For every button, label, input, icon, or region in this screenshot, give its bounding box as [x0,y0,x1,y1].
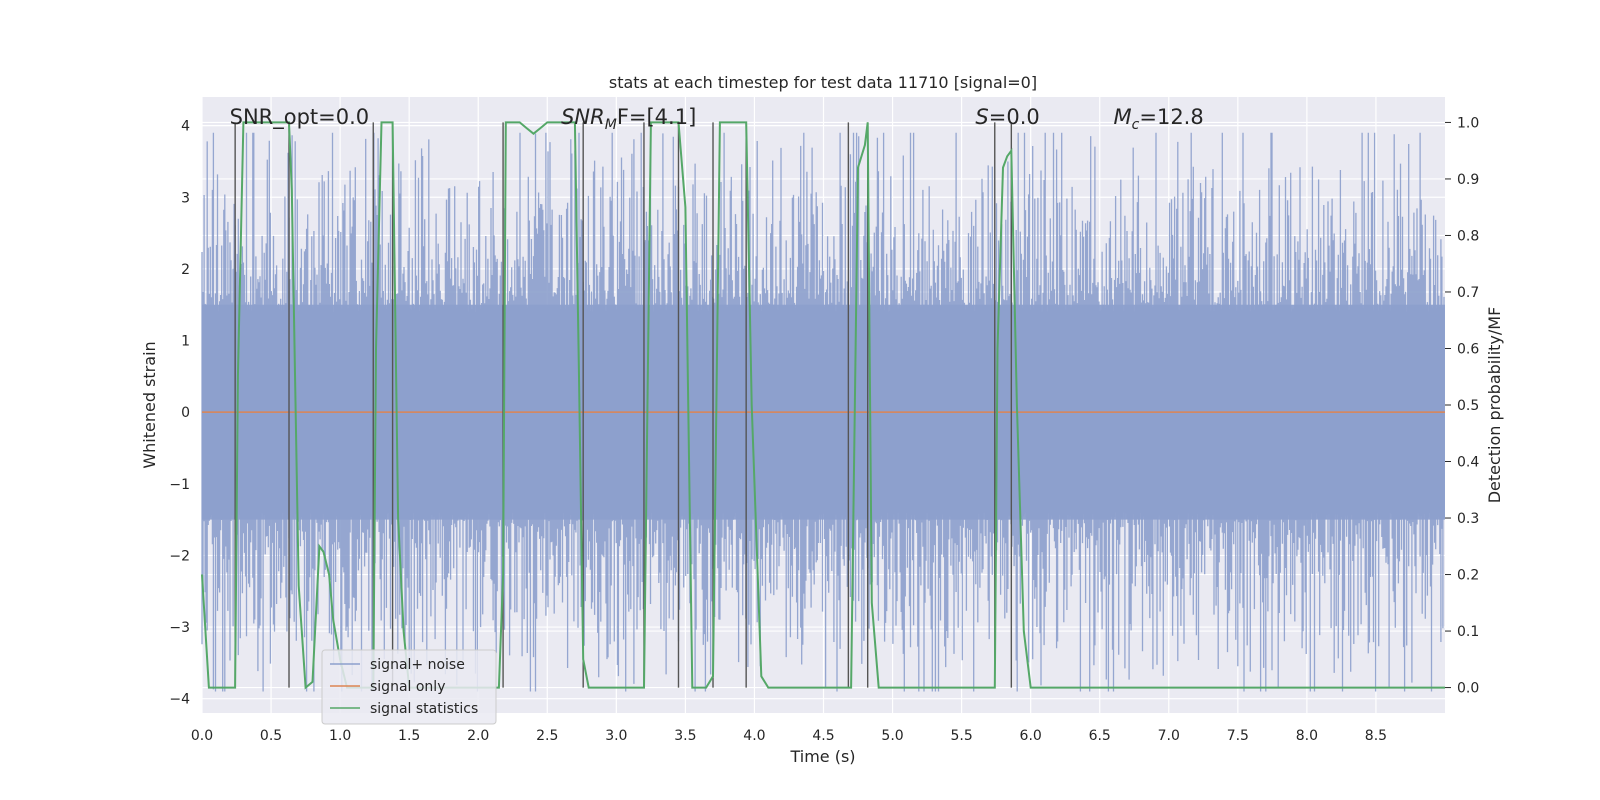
x-tick-label: 5.0 [881,728,903,744]
signal-statistics-series [201,121,1445,690]
x-tick-label: 0.0 [191,728,213,744]
right-y-tick-label: 0.5 [1457,398,1479,414]
right-y-tick-label: 0.1 [1457,624,1479,640]
x-tick-label: 1.5 [398,728,420,744]
left-y-tick-label: −2 [169,548,190,564]
x-axis-ticks: 0.0 0.5 1.0 1.5 2.0 2.5 3.0 3.5 4.0 4.5 5.0 5.5 6.0 6… [191,728,1387,744]
x-tick-label: 8.5 [1365,728,1387,744]
right-y-tick-label: 0.0 [1457,681,1479,697]
right-y-tick-label: 0.2 [1457,568,1479,584]
x-tick-label: 1.0 [329,728,351,744]
x-tick-label: 2.5 [536,728,558,744]
right-y-tick-label: 0.8 [1457,228,1479,244]
vertical-markers [234,122,1013,688]
left-y-tick-label: 3 [181,190,190,206]
right-y-axis-ticks: 0.0 0.1 0.2 0.3 0.4 0.5 0.6 0.7 0.8 0.9 1.0 [1445,115,1479,697]
right-y-tick-label: 1.0 [1457,115,1479,131]
legend: signal+ noise signal only signal statist… [321,649,497,725]
x-tick-label: 7.5 [1227,728,1249,744]
x-tick-label: 5.5 [950,728,972,744]
x-tick-label: 6.5 [1089,728,1111,744]
x-tick-label: 3.0 [605,728,627,744]
annotation-mc: Mc=12.8 [1114,105,1204,133]
x-tick-label: 4.5 [812,728,834,744]
left-y-tick-label: 0 [181,405,190,421]
annotation-snr-opt: SNR_opt=0.0 [230,105,370,130]
x-tick-label: 8.0 [1296,728,1318,744]
left-y-tick-label: 2 [181,262,190,278]
left-y-tick-label: 4 [181,119,190,135]
x-tick-label: 3.5 [674,728,696,744]
right-y-tick-label: 0.4 [1457,455,1479,471]
legend-box [321,649,497,725]
x-tick-label: 6.0 [1020,728,1042,744]
right-y-tick-label: 0.6 [1457,341,1479,357]
chart-title: stats at each timestep for test data 117… [609,73,1037,92]
legend-label-noise: signal+ noise [370,657,465,673]
left-y-axis-label: Whitened strain [140,341,159,468]
left-y-tick-label: −1 [169,477,190,493]
x-tick-label: 2.0 [467,728,489,744]
left-y-tick-label: −3 [169,620,190,636]
left-y-tick-label: 1 [181,334,190,350]
annotation-snr-mf: SNRMF=[4.1] [561,105,696,133]
right-y-tick-label: 0.9 [1457,172,1479,188]
x-tick-label: 4.0 [743,728,765,744]
right-y-tick-label: 0.7 [1457,285,1479,301]
annotations: SNR_opt=0.0 SNRMF=[4.1] S=0.0 Mc=12.8 [230,105,1204,133]
left-y-tick-label: −4 [169,692,190,708]
annotation-s: S=0.0 [975,105,1039,129]
left-y-axis-ticks: −4 −3 −2 −1 0 1 2 3 4 [169,119,190,708]
legend-label-statistics: signal statistics [370,701,478,717]
x-axis-label: Time (s) [789,747,855,766]
right-y-tick-label: 0.3 [1457,511,1479,527]
legend-label-signal-only: signal only [370,679,445,695]
x-tick-label: 0.5 [260,728,282,744]
right-y-axis-label: Detection probability/MF [1485,307,1504,504]
x-tick-label: 7.0 [1158,728,1180,744]
